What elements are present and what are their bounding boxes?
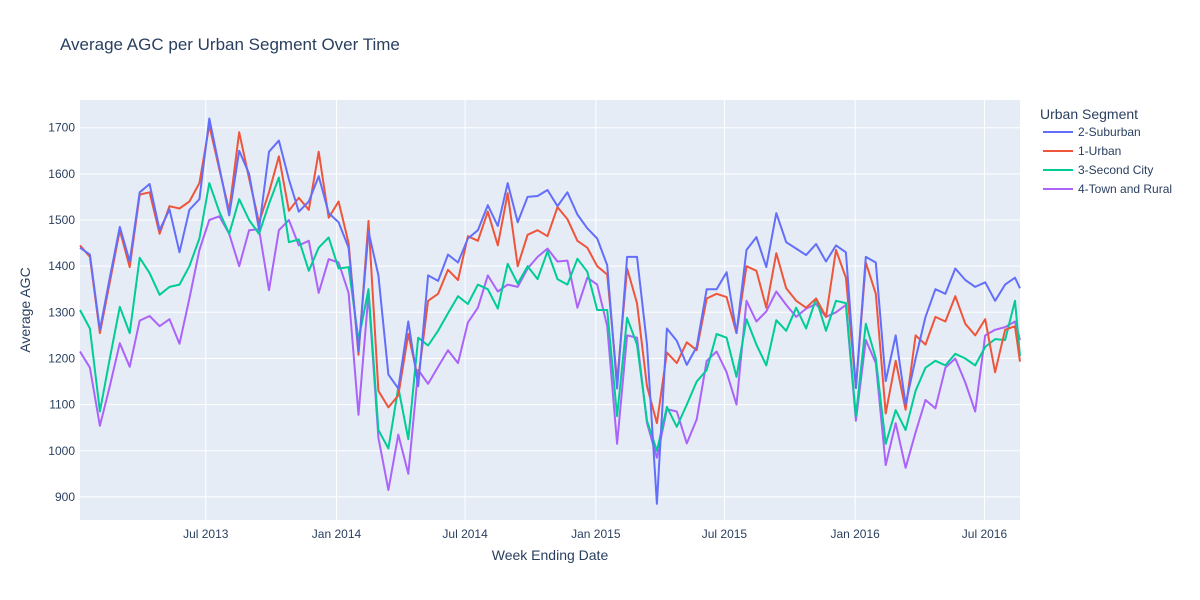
legend-label: 4-Town and Rural bbox=[1078, 182, 1172, 196]
y-tick-label: 1200 bbox=[48, 351, 75, 365]
series-line-2 bbox=[79, 124, 1021, 425]
legend-label: 2-Suburban bbox=[1078, 125, 1141, 139]
y-tick-label: 1500 bbox=[48, 213, 75, 227]
series-line-1 bbox=[79, 117, 1021, 505]
x-tick-label: Jul 2015 bbox=[702, 527, 748, 541]
y-tick-label: 1000 bbox=[48, 444, 75, 458]
gridlines bbox=[80, 100, 1020, 520]
legend-title: Urban Segment bbox=[1040, 106, 1138, 122]
series-line-4 bbox=[79, 215, 1021, 491]
y-tick-label: 1400 bbox=[48, 259, 75, 273]
x-tick-label: Jul 2014 bbox=[442, 527, 488, 541]
series-lines bbox=[79, 117, 1021, 505]
y-axis-title: Average AGC bbox=[17, 267, 33, 352]
chart-title: Average AGC per Urban Segment Over Time bbox=[60, 35, 400, 54]
y-tick-label: 900 bbox=[55, 490, 75, 504]
x-axis-title: Week Ending Date bbox=[492, 547, 609, 563]
y-tick-label: 1600 bbox=[48, 167, 75, 181]
x-tick-label: Jul 2013 bbox=[183, 527, 229, 541]
legend-item[interactable]: 2-Suburban bbox=[1043, 125, 1141, 139]
y-axis-ticks: 900 1000 1100 1200 1300 1400 1500 1600 1700 bbox=[48, 121, 75, 504]
legend-item[interactable]: 4-Town and Rural bbox=[1043, 182, 1172, 196]
x-tick-label: Jan 2015 bbox=[571, 527, 621, 541]
x-tick-label: Jan 2016 bbox=[830, 527, 880, 541]
legend-item[interactable]: 1-Urban bbox=[1043, 144, 1121, 158]
x-tick-label: Jan 2014 bbox=[312, 527, 362, 541]
y-tick-label: 1100 bbox=[49, 398, 75, 412]
y-tick-label: 1300 bbox=[48, 305, 75, 319]
legend-item[interactable]: 3-Second City bbox=[1043, 163, 1153, 177]
x-tick-label: Jul 2016 bbox=[962, 527, 1008, 541]
y-tick-label: 1700 bbox=[48, 121, 75, 135]
x-axis-ticks: Jul 2013 Jan 2014 Jul 2014 Jan 2015 Jul 2015… bbox=[183, 527, 1007, 541]
legend-label: 1-Urban bbox=[1078, 144, 1121, 158]
legend: Urban Segment 2-Suburban 1-Urban 3-Second … bbox=[1040, 106, 1172, 196]
legend-label: 3-Second City bbox=[1078, 163, 1153, 177]
series-line-3 bbox=[79, 176, 1021, 452]
